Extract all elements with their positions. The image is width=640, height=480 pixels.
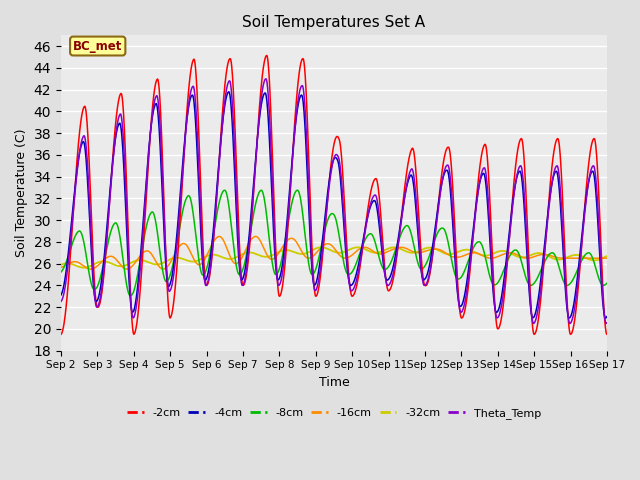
Title: Soil Temperatures Set A: Soil Temperatures Set A bbox=[243, 15, 426, 30]
X-axis label: Time: Time bbox=[319, 376, 349, 389]
Legend: -2cm, -4cm, -8cm, -16cm, -32cm, Theta_Temp: -2cm, -4cm, -8cm, -16cm, -32cm, Theta_Te… bbox=[122, 404, 545, 423]
Text: BC_met: BC_met bbox=[73, 39, 122, 52]
Y-axis label: Soil Temperature (C): Soil Temperature (C) bbox=[15, 129, 28, 257]
